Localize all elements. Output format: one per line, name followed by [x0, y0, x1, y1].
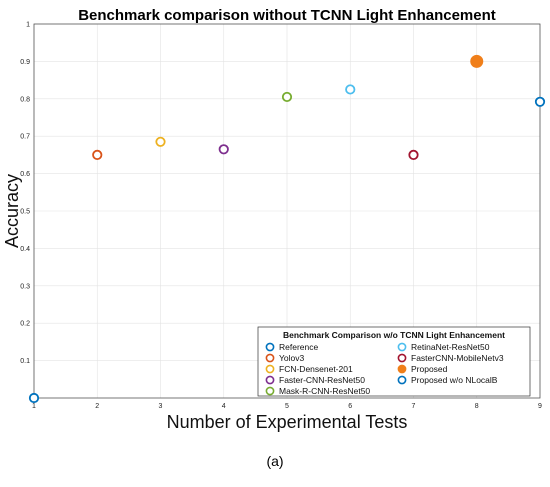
- figure-caption: (a): [266, 453, 283, 469]
- legend-marker: [397, 342, 407, 352]
- legend-marker: [265, 342, 275, 352]
- x-tick-label: 1: [32, 403, 36, 410]
- legend-marker: [265, 364, 275, 374]
- legend-marker: [265, 375, 275, 385]
- legend-label: RetinaNet-ResNet50: [411, 342, 490, 352]
- plot-frame: [33, 23, 541, 399]
- legend: Benchmark Comparison w/o TCNN Light Enha…: [257, 326, 531, 397]
- y-tick-label: 0.9: [20, 59, 30, 66]
- legend-label: FasterCNN-MobileNetv3: [411, 353, 504, 363]
- y-tick-label: 0.1: [20, 358, 30, 365]
- y-tick-label: 1: [26, 22, 30, 29]
- legend-marker: [397, 364, 407, 374]
- legend-label: Proposed w/o NLocalB: [411, 375, 498, 385]
- legend-label: Proposed: [411, 364, 448, 374]
- x-axis-label: Number of Experimental Tests: [167, 412, 408, 432]
- y-tick-label: 0.8: [20, 96, 30, 103]
- data-points: [28, 54, 546, 404]
- y-axis-label: Accuracy: [2, 174, 22, 248]
- data-point: [345, 84, 356, 95]
- x-tick-label: 9: [538, 403, 542, 410]
- x-tick-label: 7: [412, 403, 416, 410]
- chart-title: Benchmark comparison without TCNN Light …: [78, 7, 496, 24]
- legend-title: Benchmark Comparison w/o TCNN Light Enha…: [283, 330, 505, 340]
- data-point: [28, 392, 40, 404]
- data-point: [408, 149, 419, 160]
- data-point: [218, 144, 229, 155]
- legend-marker: [265, 386, 275, 396]
- data-point: [470, 54, 484, 68]
- legend-marker: [397, 375, 407, 385]
- legend-label: Faster-CNN-ResNet50: [279, 375, 365, 385]
- y-tick-label: 0.2: [20, 321, 30, 328]
- legend-label: FCN-Densenet-201: [279, 364, 353, 374]
- legend-marker: [397, 353, 407, 363]
- x-tick-label: 2: [95, 403, 99, 410]
- x-tick-label: 8: [475, 403, 479, 410]
- x-tick-label: 3: [159, 403, 163, 410]
- legend-label: Reference: [279, 342, 318, 352]
- data-point: [155, 136, 166, 147]
- y-tick-label: 0.4: [20, 246, 30, 253]
- y-tick-label: 0.5: [20, 209, 30, 216]
- x-tick-label: 5: [285, 403, 289, 410]
- x-tick-label: 6: [348, 403, 352, 410]
- legend-items: ReferenceYolov3FCN-Densenet-201Faster-CN…: [265, 342, 504, 396]
- x-ticks: 1 2 3 4 5 6 7 8 9: [32, 403, 542, 410]
- data-point: [534, 96, 546, 107]
- data-point: [92, 149, 103, 160]
- legend-label: Yolov3: [279, 353, 304, 363]
- x-tick-label: 4: [222, 403, 226, 410]
- legend-label: Mask-R-CNN-ResNet50: [279, 386, 370, 396]
- data-point: [281, 91, 293, 103]
- legend-box: [257, 326, 531, 397]
- legend-marker: [265, 353, 275, 363]
- y-tick-label: 0.6: [20, 171, 30, 178]
- y-tick-label: 0.3: [20, 283, 30, 290]
- y-tick-label: 0.7: [20, 134, 30, 141]
- y-ticks: 0.1 0.2 0.3 0.4 0.5 0.6 0.7 0.8 0.9 1: [20, 22, 30, 366]
